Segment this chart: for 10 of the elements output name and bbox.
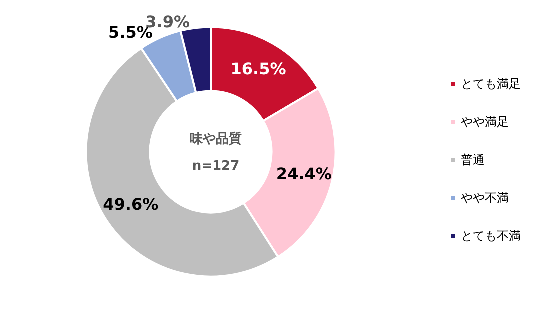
legend-label: やや不満	[461, 191, 509, 205]
legend-label: とても満足	[461, 77, 521, 91]
legend-label: やや満足	[461, 115, 509, 129]
legend-label: とても不満	[461, 229, 521, 243]
legend-label: 普通	[461, 153, 485, 167]
text: 味や品質	[190, 131, 242, 147]
data-label: 16.5%	[230, 59, 286, 78]
text: n=127	[192, 159, 240, 174]
data-label: 49.6%	[103, 195, 159, 214]
data-label: 24.4%	[276, 164, 332, 184]
